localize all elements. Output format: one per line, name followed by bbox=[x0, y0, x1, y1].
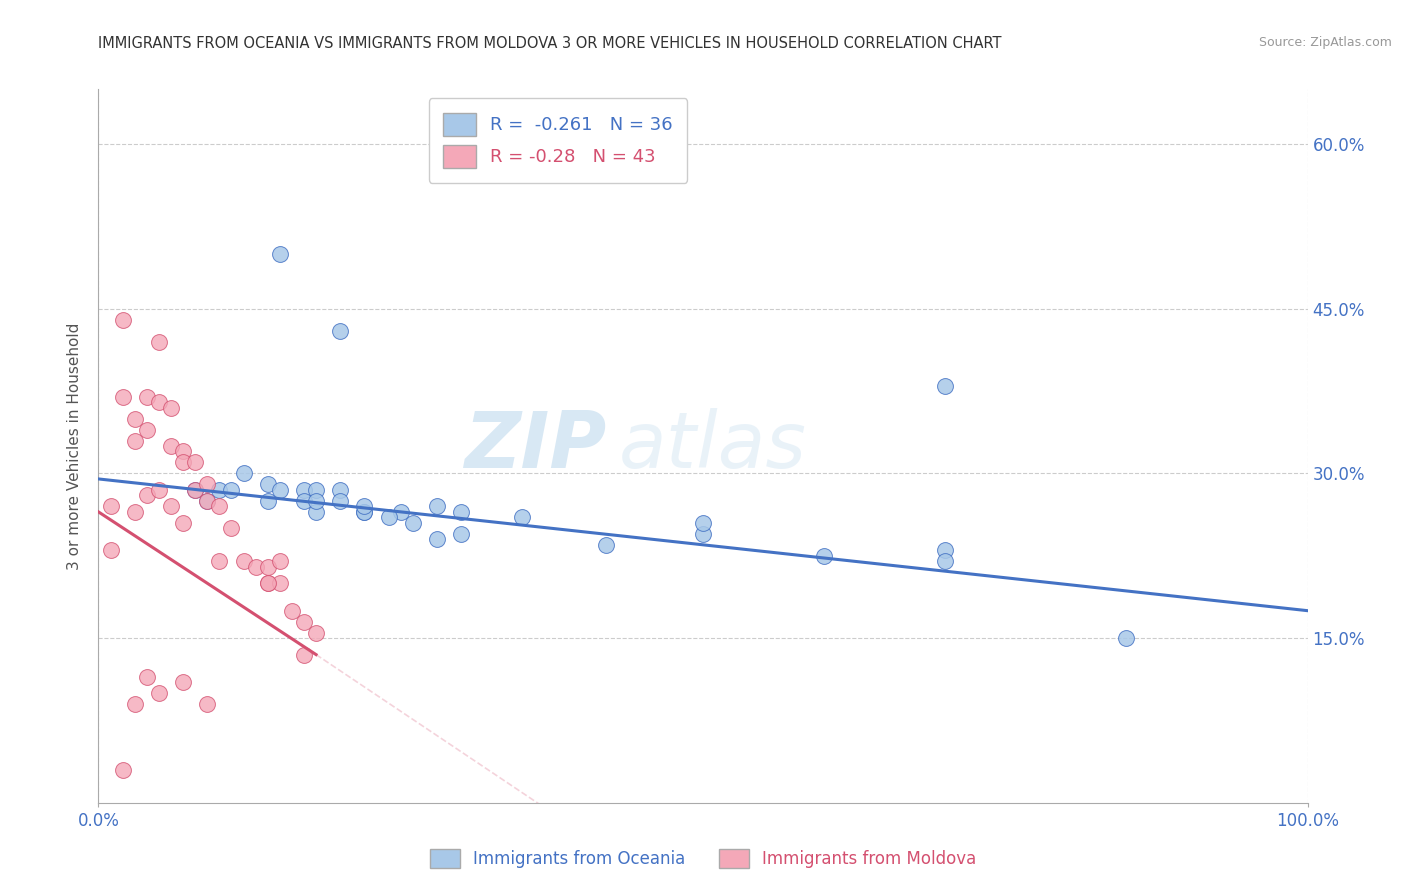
Point bbox=[377, 510, 399, 524]
Y-axis label: 3 or more Vehicles in Household: 3 or more Vehicles in Household bbox=[67, 322, 83, 570]
Point bbox=[256, 494, 278, 508]
Point bbox=[595, 538, 617, 552]
Point bbox=[934, 554, 956, 568]
Point bbox=[450, 505, 472, 519]
Point bbox=[402, 516, 425, 530]
Point bbox=[281, 604, 304, 618]
Point bbox=[208, 483, 231, 497]
Point bbox=[389, 505, 412, 519]
Point bbox=[135, 423, 157, 437]
Point bbox=[135, 488, 157, 502]
Point bbox=[100, 543, 122, 558]
Point bbox=[148, 334, 170, 349]
Point bbox=[100, 500, 122, 514]
Point bbox=[329, 483, 352, 497]
Point bbox=[124, 434, 146, 448]
Point bbox=[813, 549, 835, 563]
Point bbox=[426, 533, 449, 547]
Point bbox=[124, 505, 146, 519]
Text: ZIP: ZIP bbox=[464, 408, 606, 484]
Point bbox=[160, 439, 183, 453]
Point bbox=[221, 521, 243, 535]
Point bbox=[353, 505, 375, 519]
Point bbox=[195, 494, 218, 508]
Point bbox=[148, 395, 170, 409]
Point bbox=[256, 576, 278, 591]
Point bbox=[692, 526, 714, 541]
Point bbox=[148, 686, 170, 700]
Point bbox=[426, 500, 449, 514]
Point bbox=[135, 390, 157, 404]
Point bbox=[232, 467, 254, 481]
Text: IMMIGRANTS FROM OCEANIA VS IMMIGRANTS FROM MOLDOVA 3 OR MORE VEHICLES IN HOUSEHO: IMMIGRANTS FROM OCEANIA VS IMMIGRANTS FR… bbox=[98, 36, 1002, 51]
Legend: Immigrants from Oceania, Immigrants from Moldova: Immigrants from Oceania, Immigrants from… bbox=[423, 842, 983, 875]
Point bbox=[934, 378, 956, 392]
Point bbox=[256, 477, 278, 491]
Legend: R =  -0.261   N = 36, R = -0.28   N = 43: R = -0.261 N = 36, R = -0.28 N = 43 bbox=[429, 98, 688, 183]
Text: Source: ZipAtlas.com: Source: ZipAtlas.com bbox=[1258, 36, 1392, 49]
Point bbox=[292, 615, 315, 629]
Point bbox=[111, 390, 134, 404]
Point bbox=[450, 526, 472, 541]
Point bbox=[172, 516, 194, 530]
Point bbox=[292, 483, 315, 497]
Point bbox=[329, 494, 352, 508]
Point bbox=[256, 576, 278, 591]
Point bbox=[292, 648, 315, 662]
Point bbox=[172, 455, 194, 469]
Point bbox=[232, 554, 254, 568]
Point bbox=[305, 483, 328, 497]
Point bbox=[208, 500, 231, 514]
Point bbox=[184, 483, 207, 497]
Point bbox=[172, 444, 194, 458]
Point bbox=[292, 494, 315, 508]
Point bbox=[148, 483, 170, 497]
Point bbox=[692, 516, 714, 530]
Point bbox=[934, 543, 956, 558]
Point bbox=[1115, 631, 1137, 645]
Point bbox=[195, 697, 218, 711]
Point bbox=[269, 247, 291, 261]
Point bbox=[195, 494, 218, 508]
Point bbox=[172, 675, 194, 690]
Point bbox=[269, 483, 291, 497]
Point bbox=[269, 576, 291, 591]
Point bbox=[510, 510, 533, 524]
Point bbox=[305, 505, 328, 519]
Point bbox=[124, 697, 146, 711]
Point bbox=[160, 401, 183, 415]
Text: atlas: atlas bbox=[619, 408, 806, 484]
Point bbox=[329, 324, 352, 338]
Point bbox=[208, 554, 231, 568]
Point bbox=[160, 500, 183, 514]
Point bbox=[353, 505, 375, 519]
Point bbox=[184, 455, 207, 469]
Point bbox=[221, 483, 243, 497]
Point bbox=[124, 411, 146, 425]
Point bbox=[111, 763, 134, 777]
Point bbox=[305, 625, 328, 640]
Point bbox=[135, 669, 157, 683]
Point bbox=[111, 312, 134, 326]
Point bbox=[256, 559, 278, 574]
Point bbox=[184, 483, 207, 497]
Point bbox=[305, 494, 328, 508]
Point bbox=[353, 500, 375, 514]
Point bbox=[245, 559, 267, 574]
Point bbox=[269, 554, 291, 568]
Point bbox=[195, 477, 218, 491]
